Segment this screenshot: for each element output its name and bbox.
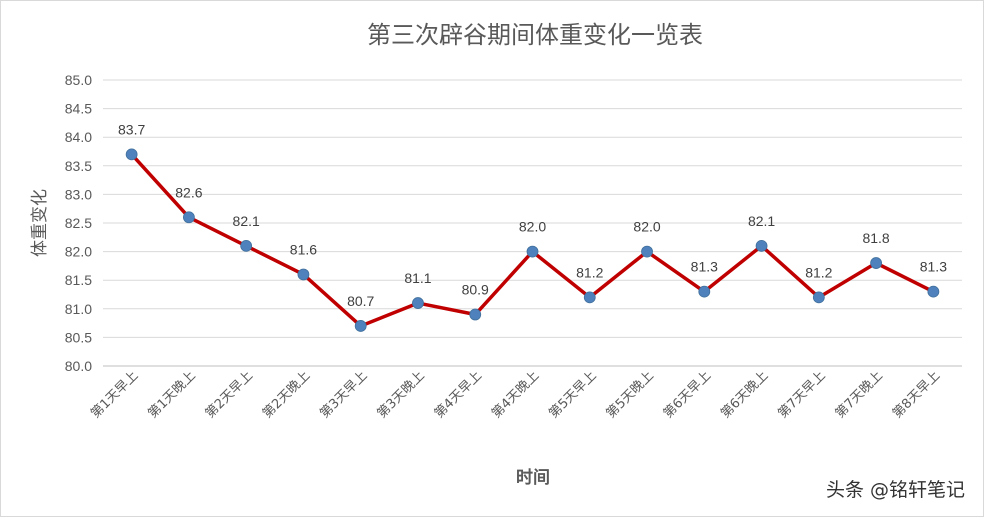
data-point	[354, 320, 367, 332]
x-axis-label: 时间	[516, 467, 550, 488]
data-label: 81.2	[576, 264, 603, 280]
y-axis-ticks: 80.0 80.5 81.0 81.5 82.0 82.5 83.0 83.5 84.0 84.5…	[65, 72, 92, 374]
data-markers	[125, 148, 940, 332]
x-tick-label: 第2天早上	[203, 368, 256, 421]
x-tick-label: 第4天早上	[432, 368, 485, 421]
data-label: 81.6	[290, 241, 317, 257]
data-label: 80.9	[462, 282, 489, 298]
data-label: 82.1	[748, 213, 775, 229]
y-tick-label: 82.5	[65, 215, 92, 231]
chart-title: 第三次辟谷期间体重变化一览表	[367, 21, 703, 49]
x-tick-label: 第7天早上	[775, 368, 828, 421]
y-tick-label: 82.0	[65, 244, 92, 260]
data-point	[240, 239, 253, 252]
data-point	[812, 291, 825, 304]
data-point	[469, 308, 482, 321]
data-label: 81.3	[691, 259, 718, 275]
data-point	[297, 268, 310, 281]
watermark: 头条 @铭轩笔记	[826, 479, 965, 501]
data-point	[125, 148, 138, 161]
y-tick-label: 83.5	[65, 158, 92, 174]
x-tick-label: 第6天早上	[661, 368, 714, 421]
data-label: 83.7	[118, 121, 145, 137]
x-tick-label: 第3天晚上	[375, 368, 428, 421]
data-point	[870, 257, 882, 269]
y-tick-label: 81.0	[65, 301, 92, 317]
x-tick-label: 第7天晚上	[833, 368, 886, 421]
data-point	[698, 285, 711, 298]
data-label: 81.8	[862, 230, 889, 246]
x-tick-label: 第8天早上	[890, 368, 943, 421]
data-label: 82.6	[175, 184, 202, 200]
series-line	[130, 153, 935, 328]
data-point	[182, 211, 195, 224]
x-tick-label: 第5天早上	[546, 368, 599, 421]
y-tick-label: 80.5	[65, 329, 92, 345]
data-point	[583, 291, 596, 304]
x-tick-label: 第5天晚上	[604, 368, 657, 421]
data-label: 82.1	[233, 213, 260, 229]
y-axis-label: 体重变化	[30, 189, 50, 257]
x-tick-label: 第1天晚上	[145, 368, 198, 421]
data-point	[412, 297, 424, 309]
x-tick-label: 第4天晚上	[489, 368, 542, 421]
data-label: 81.3	[920, 259, 947, 275]
y-tick-label: 80.0	[65, 358, 92, 374]
y-tick-label: 81.5	[65, 272, 92, 288]
data-point	[755, 239, 768, 252]
data-point	[526, 245, 539, 258]
data-label: 81.1	[404, 270, 431, 286]
x-tick-label: 第1天早上	[88, 368, 141, 421]
data-label: 82.0	[633, 219, 660, 235]
data-label: 82.0	[519, 219, 546, 235]
y-tick-label: 84.0	[65, 129, 92, 145]
data-point	[927, 285, 940, 298]
data-label: 80.7	[347, 293, 374, 309]
x-tick-label: 第6天晚上	[718, 368, 771, 421]
y-tick-label: 85.0	[65, 72, 92, 88]
data-label: 81.2	[805, 264, 832, 280]
data-point	[641, 245, 653, 258]
data-labels: 83.7 82.6 82.1 81.6 80.7 81.1 80.9 82.0 81.2 82.0…	[118, 121, 947, 309]
y-tick-label: 83.0	[65, 186, 92, 202]
x-tick-label: 第3天早上	[317, 368, 370, 421]
y-tick-label: 84.5	[65, 101, 92, 117]
x-axis-ticks: 第1天早上 第1天晚上 第2天早上 第2天晚上 第3天早上 第3天晚上 第4天早上 第4天晚上…	[88, 368, 943, 421]
gridlines	[103, 79, 962, 367]
x-tick-label: 第2天晚上	[260, 368, 313, 421]
